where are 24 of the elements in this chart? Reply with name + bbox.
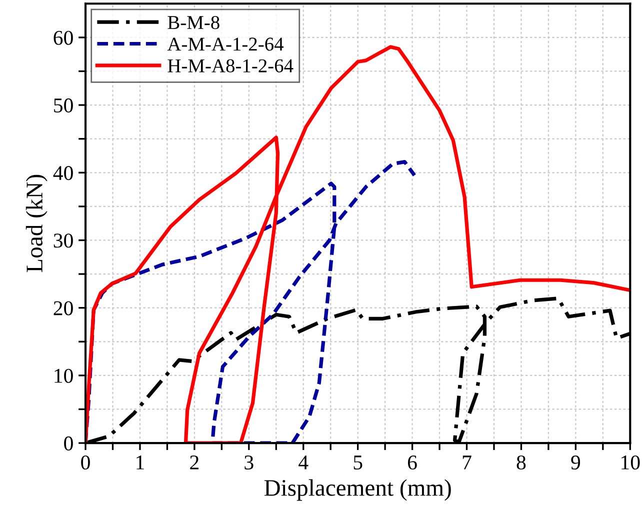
line-series — [86, 160, 416, 444]
y-tick-label: 30 — [54, 234, 73, 248]
x-tick-label: 0 — [81, 455, 90, 470]
y-tick-label: 40 — [53, 166, 73, 180]
x-tick-label: 8 — [516, 455, 526, 470]
x-tick-label: 1 — [136, 456, 144, 470]
legend-label: A-M-A-1-2-64 — [167, 38, 284, 51]
x-tick-label: 6 — [408, 456, 417, 470]
y-tick-label: 10 — [54, 368, 73, 383]
y-tick-label: 20 — [54, 301, 73, 316]
legend-label: H-M-A8-1-2-64 — [168, 59, 294, 72]
legend-label: B-M-8 — [168, 16, 220, 30]
x-tick-label: 5 — [354, 456, 362, 470]
y-tick-label: 0 — [64, 436, 73, 450]
x-tick-label: 3 — [244, 456, 254, 470]
y-tick-label: 50 — [54, 98, 73, 112]
x-tick-label: 4 — [298, 456, 308, 470]
x-tick-label: 2 — [190, 456, 198, 470]
y-axis-title: Load (kN) — [26, 174, 48, 272]
x-tick-label: 10 — [622, 455, 640, 470]
y-tick-label: 60 — [54, 30, 73, 45]
x-tick-label: 9 — [571, 456, 580, 470]
x-axis-title: Displacement (mm) — [264, 479, 451, 501]
x-tick-label: 7 — [462, 456, 472, 470]
